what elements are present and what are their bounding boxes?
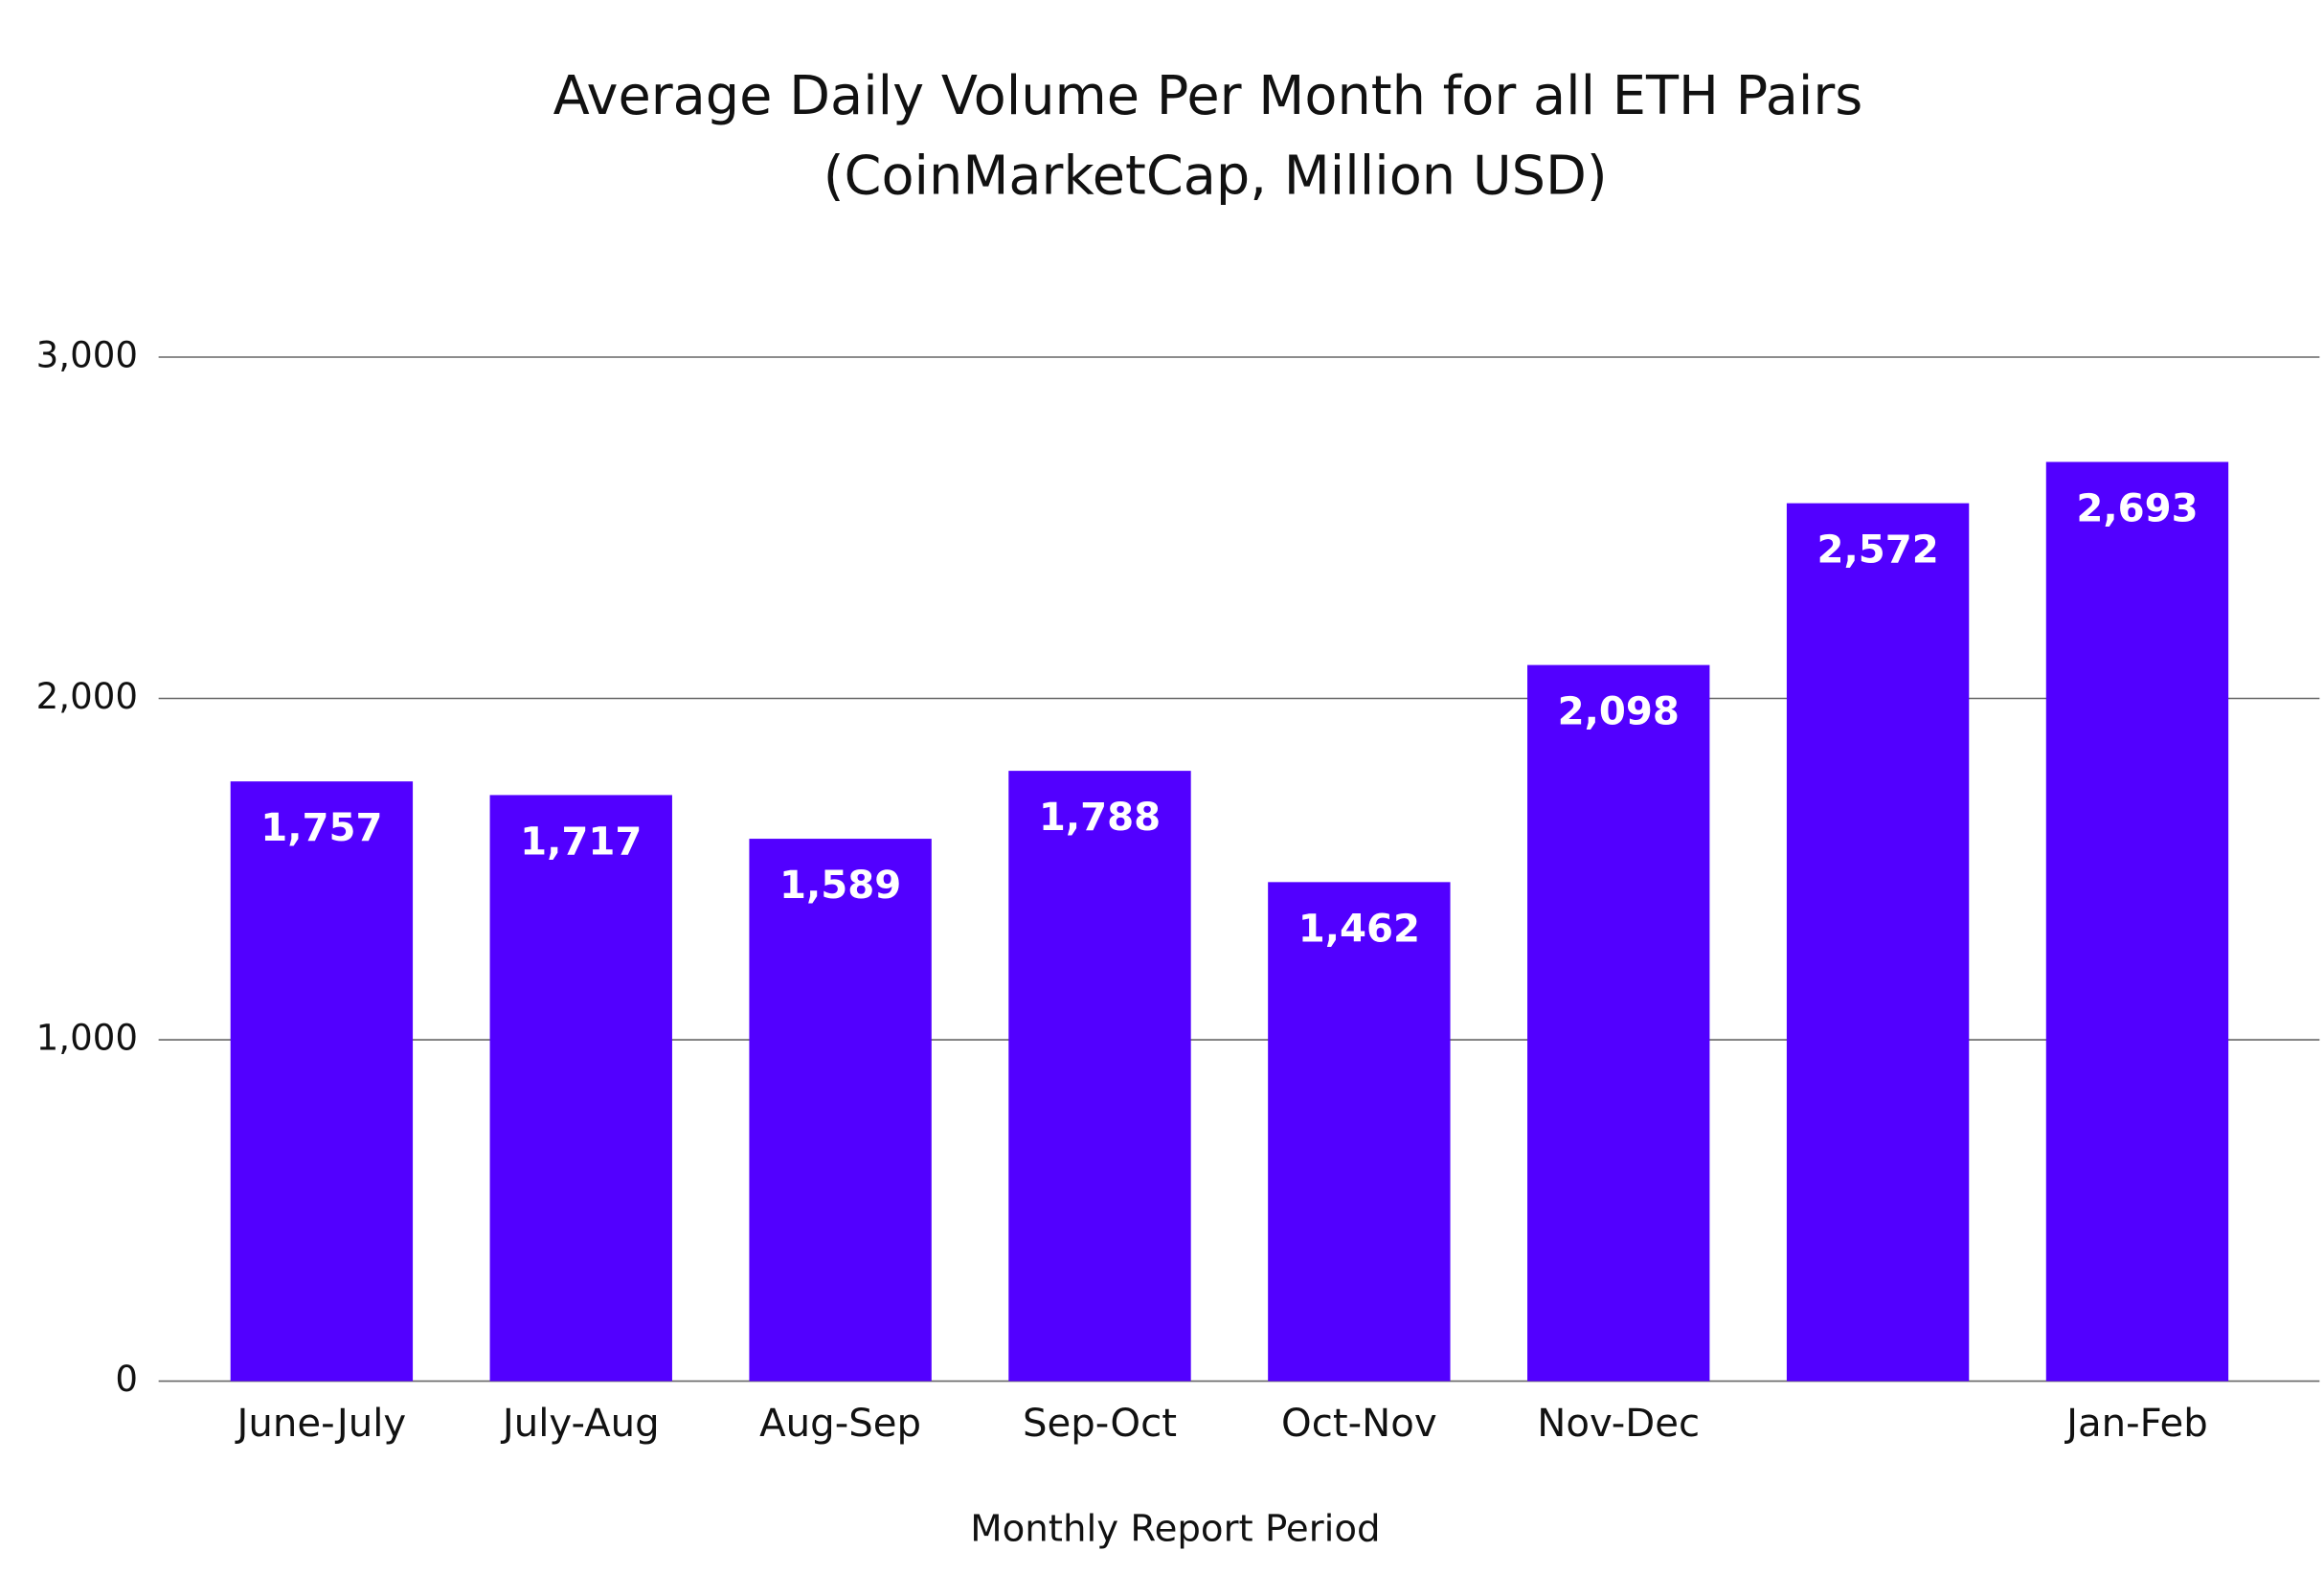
data-label: 2,693 — [2076, 487, 2198, 531]
data-label: 1,788 — [1039, 796, 1161, 840]
x-tick-label: July-Aug — [500, 1402, 660, 1446]
x-tick-label: Oct-Nov — [1281, 1402, 1437, 1446]
data-label: 1,589 — [779, 864, 901, 908]
data-label: 1,717 — [520, 820, 642, 865]
bar — [1268, 882, 1451, 1382]
data-label: 2,572 — [1816, 528, 1938, 573]
x-axis-label: Monthly Report Period — [970, 1507, 1380, 1550]
bar — [230, 781, 414, 1382]
x-tick-label: Jan-Feb — [2064, 1402, 2208, 1446]
bar — [489, 795, 672, 1382]
bar — [1008, 771, 1191, 1382]
y-tick-label: 2,000 — [36, 676, 138, 717]
bar — [2045, 461, 2229, 1382]
x-tick-label: Nov-Dec — [1537, 1402, 1700, 1446]
chart-subtitle: (CoinMarketCap, Million USD) — [824, 145, 1608, 207]
y-tick-label: 0 — [115, 1359, 138, 1400]
bar — [749, 839, 932, 1382]
chart-title: Average Daily Volume Per Month for all E… — [553, 65, 1863, 127]
x-tick-label: June-July — [235, 1402, 407, 1446]
x-tick-label: Sep-Oct — [1023, 1402, 1177, 1446]
data-label: 2,098 — [1558, 690, 1680, 734]
bar — [1527, 664, 1710, 1382]
bar — [1786, 503, 1970, 1382]
y-tick-label: 3,000 — [36, 335, 138, 376]
data-label: 1,462 — [1298, 907, 1420, 951]
x-tick-label: Aug-Sep — [759, 1402, 921, 1446]
data-label: 1,757 — [260, 806, 382, 850]
y-tick-label: 1,000 — [36, 1018, 138, 1059]
